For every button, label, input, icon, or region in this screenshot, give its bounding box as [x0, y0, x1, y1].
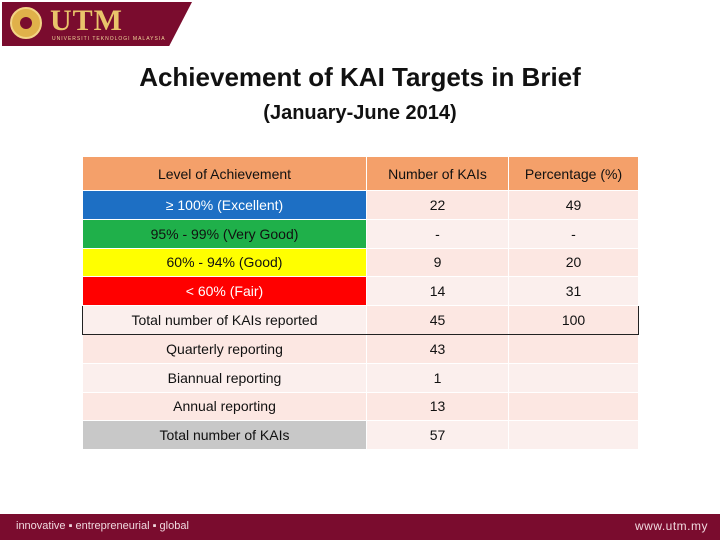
percent-cell — [508, 391, 639, 422]
percent-cell: 31 — [508, 276, 639, 307]
table-row: < 60% (Fair) 14 31 — [82, 276, 639, 307]
level-cell: Total number of KAIs reported — [82, 305, 367, 335]
table-header-row: Level of Achievement Number of KAIs Perc… — [82, 156, 639, 191]
percent-cell: 49 — [508, 190, 639, 220]
level-cell: 95% - 99% (Very Good) — [82, 218, 367, 249]
count-cell: 13 — [366, 391, 509, 422]
university-seal-icon — [10, 7, 42, 39]
percent-cell — [508, 333, 639, 364]
kai-achievement-table: Level of Achievement Number of KAIs Perc… — [82, 156, 639, 451]
count-cell: - — [366, 218, 509, 249]
percent-cell: 20 — [508, 247, 639, 278]
count-cell: 1 — [366, 362, 509, 393]
percent-cell — [508, 420, 639, 451]
count-cell: 45 — [366, 305, 509, 335]
level-cell: Total number of KAIs — [82, 420, 367, 451]
count-cell: 43 — [366, 333, 509, 364]
footer-bar: innovative ▪ entrepreneurial ▪ global ww… — [0, 514, 720, 540]
table-row-grand-total: Total number of KAIs 57 — [82, 420, 639, 451]
count-cell: 14 — [366, 276, 509, 307]
level-cell: 60% - 94% (Good) — [82, 247, 367, 278]
logo-text: UTM — [50, 4, 123, 37]
table-row: ≥ 100% (Excellent) 22 49 — [82, 190, 639, 220]
level-cell: Annual reporting — [82, 391, 367, 422]
footer-url: www.utm.my — [634, 519, 708, 533]
table-row: Biannual reporting 1 — [82, 362, 639, 393]
table-row: Quarterly reporting 43 — [82, 333, 639, 364]
header-count: Number of KAIs — [366, 156, 509, 191]
table-row: 95% - 99% (Very Good) - - — [82, 218, 639, 249]
header-level: Level of Achievement — [82, 156, 367, 191]
level-cell: Biannual reporting — [82, 362, 367, 393]
slide-subtitle: (January-June 2014) — [263, 102, 457, 124]
slide-title: Achievement of KAI Targets in Brief — [139, 62, 581, 92]
count-cell: 9 — [366, 247, 509, 278]
header-percentage: Percentage (%) — [508, 156, 639, 191]
percent-cell: 100 — [508, 305, 639, 335]
table-row: 60% - 94% (Good) 9 20 — [82, 247, 639, 278]
header-band: UTM UNIVERSITI TEKNOLOGI MALAYSIA — [0, 0, 720, 46]
count-cell: 57 — [366, 420, 509, 451]
level-cell: Quarterly reporting — [82, 333, 367, 364]
logo-subtext: UNIVERSITI TEKNOLOGI MALAYSIA — [52, 36, 166, 42]
level-cell: ≥ 100% (Excellent) — [82, 190, 367, 220]
percent-cell: - — [508, 218, 639, 249]
count-cell: 22 — [366, 190, 509, 220]
utm-logo: UTM UNIVERSITI TEKNOLOGI MALAYSIA — [2, 2, 192, 46]
level-cell: < 60% (Fair) — [82, 276, 367, 307]
table-row: Annual reporting 13 — [82, 391, 639, 422]
percent-cell — [508, 362, 639, 393]
table-row-total-reported: Total number of KAIs reported 45 100 — [82, 305, 639, 335]
footer-tagline: innovative ▪ entrepreneurial ▪ global — [16, 520, 189, 532]
